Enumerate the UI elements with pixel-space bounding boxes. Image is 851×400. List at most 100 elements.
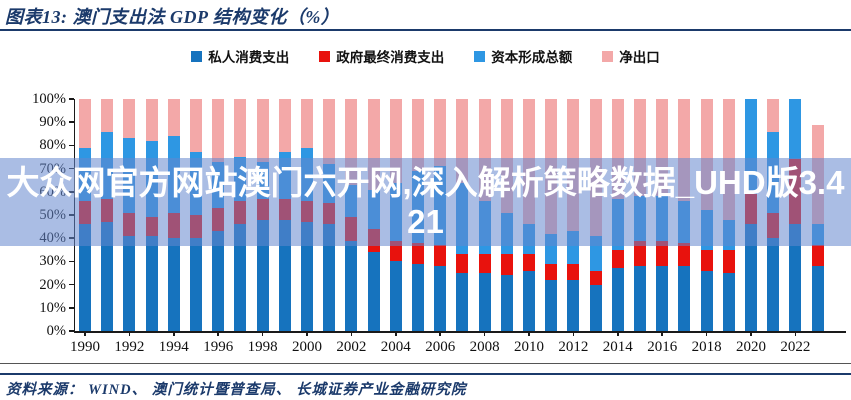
segment xyxy=(589,99,602,236)
segment xyxy=(767,99,780,132)
segment xyxy=(722,273,735,331)
segment xyxy=(367,252,380,331)
segment xyxy=(523,270,535,331)
segment xyxy=(523,224,535,255)
chart-title: 图表13: 澳门支出法 GDP 结构变化（%） xyxy=(5,7,340,27)
segment xyxy=(700,249,713,271)
segment xyxy=(212,231,225,331)
x-tick xyxy=(661,331,663,336)
segment xyxy=(234,224,247,331)
segment xyxy=(567,263,580,280)
segment xyxy=(301,147,313,202)
segment xyxy=(167,238,180,331)
segment xyxy=(478,201,491,255)
segment xyxy=(167,212,180,239)
segment xyxy=(456,99,469,183)
bar-2012 xyxy=(567,99,580,331)
segment xyxy=(589,235,602,271)
x-tick xyxy=(350,331,353,336)
segment xyxy=(745,194,757,225)
y-tick-label: 60% xyxy=(39,183,66,200)
bar-2020 xyxy=(745,99,757,331)
segment xyxy=(167,136,180,213)
bar-1999 xyxy=(278,99,291,331)
segment xyxy=(101,221,114,331)
segment xyxy=(345,184,358,218)
segment xyxy=(611,198,624,250)
segment xyxy=(79,147,91,202)
segment xyxy=(545,263,558,280)
segment xyxy=(412,99,424,171)
bar-2018 xyxy=(700,99,713,331)
segment xyxy=(567,279,580,331)
x-tick-label: 2012 xyxy=(558,339,589,355)
y-tick-label: 20% xyxy=(39,276,66,293)
segment xyxy=(301,99,313,148)
legend-item-2: 资本形成总额 xyxy=(474,46,572,66)
segment xyxy=(345,217,358,241)
bar-2009 xyxy=(500,99,513,331)
plot-area xyxy=(75,99,845,331)
bar-2000 xyxy=(301,99,313,331)
x-axis xyxy=(73,331,846,333)
segment xyxy=(167,99,180,137)
x-tick-label: 2022 xyxy=(780,339,811,355)
legend-swatch-icon xyxy=(602,50,614,62)
segment xyxy=(478,273,491,331)
bar-1991 xyxy=(101,99,114,331)
bar-1993 xyxy=(145,99,158,331)
bar-2014 xyxy=(611,99,624,331)
segment xyxy=(301,201,313,222)
segment xyxy=(722,249,735,273)
x-tick-label: 1992 xyxy=(114,339,145,355)
footer-thin-line xyxy=(0,363,851,364)
y-tick-label: 40% xyxy=(39,230,66,247)
x-tick xyxy=(705,331,708,336)
bar-2005 xyxy=(412,99,424,331)
x-tick-label: 2008 xyxy=(469,339,500,355)
y-tick xyxy=(69,330,74,332)
segment xyxy=(634,99,646,197)
y-tick-label: 70% xyxy=(39,160,66,177)
segment xyxy=(123,99,136,139)
segment xyxy=(367,99,380,190)
segment xyxy=(456,273,469,331)
segment xyxy=(389,182,402,241)
bar-2010 xyxy=(523,99,535,331)
segment xyxy=(767,131,780,213)
segment xyxy=(212,208,225,232)
segment xyxy=(634,240,646,267)
segment xyxy=(767,238,780,331)
segment xyxy=(567,99,580,232)
y-tick xyxy=(69,98,74,100)
segment xyxy=(767,212,780,239)
x-tick xyxy=(173,331,175,336)
x-tick xyxy=(617,331,619,336)
y-tick-label: 100% xyxy=(32,91,66,107)
x-tick xyxy=(217,331,219,336)
segment xyxy=(412,263,424,331)
x-tick-label: 2010 xyxy=(514,339,544,355)
bar-2016 xyxy=(656,99,669,331)
x-tick xyxy=(395,331,397,336)
segment xyxy=(123,212,136,236)
segment xyxy=(101,131,114,199)
segment xyxy=(523,99,535,225)
segment xyxy=(589,284,602,331)
segment xyxy=(256,198,269,220)
segment xyxy=(256,219,269,331)
segment xyxy=(656,240,669,267)
segment xyxy=(789,99,802,160)
segment xyxy=(345,99,358,185)
segment xyxy=(278,99,291,153)
legend-swatch-icon xyxy=(474,50,486,62)
chart-legend: 私人消费支出 政府最终消费支出 资本形成总额 净出口 xyxy=(0,46,851,66)
segment xyxy=(389,240,402,262)
segment xyxy=(700,210,713,250)
bar-1995 xyxy=(190,99,202,331)
segment xyxy=(256,99,269,162)
x-tick xyxy=(84,331,86,336)
segment xyxy=(434,245,447,267)
bar-2023 xyxy=(811,124,824,331)
